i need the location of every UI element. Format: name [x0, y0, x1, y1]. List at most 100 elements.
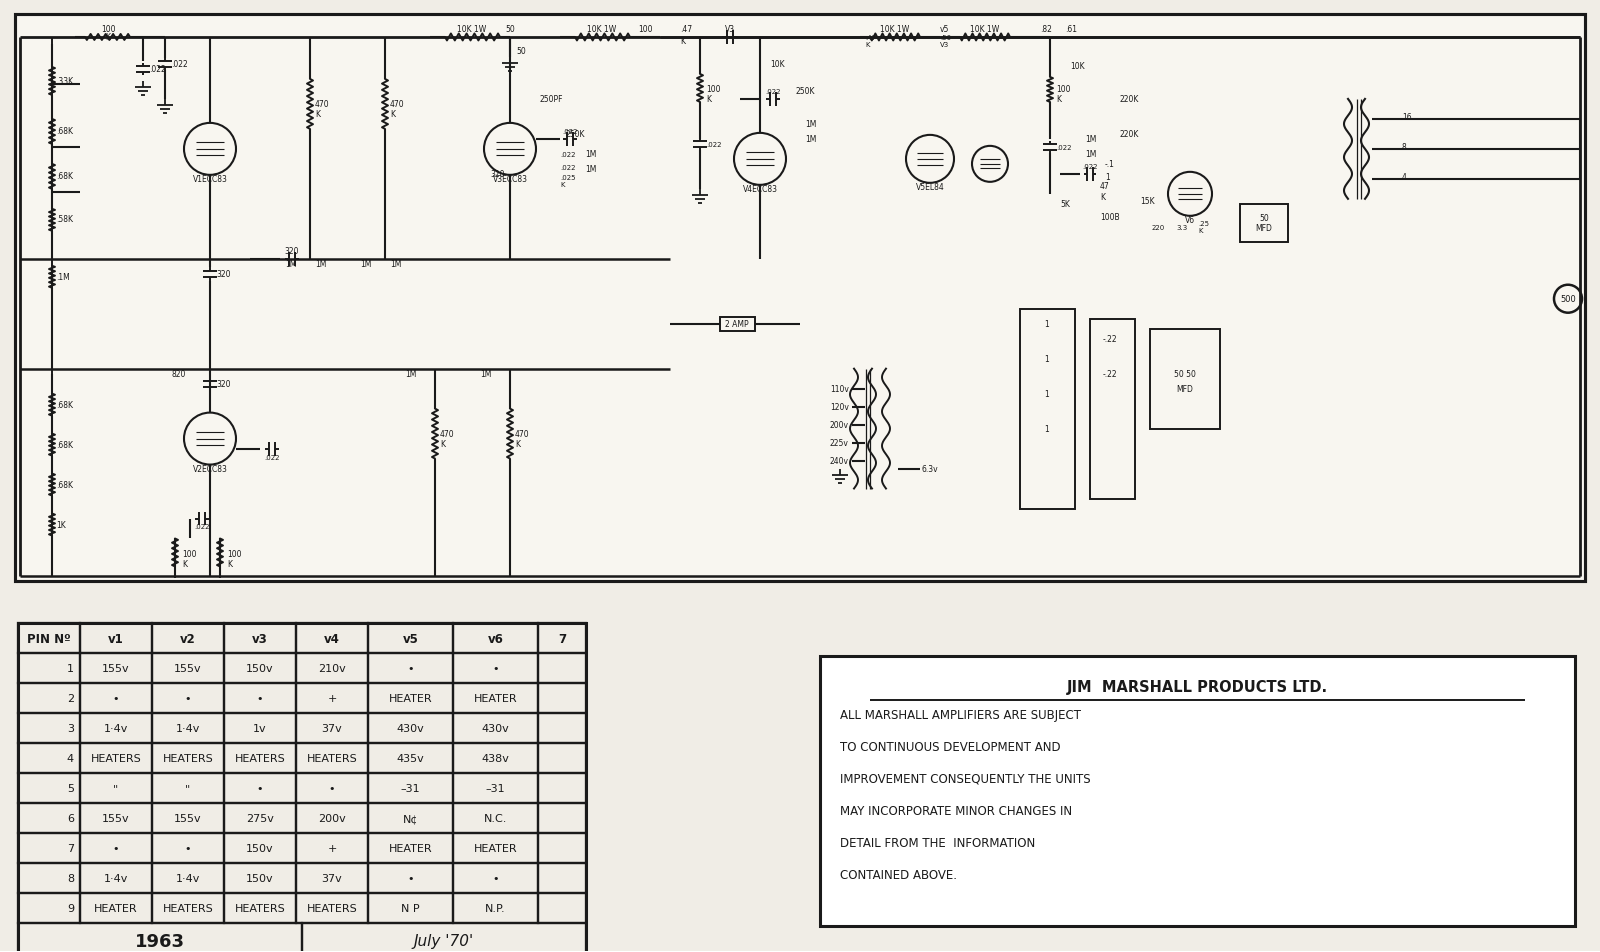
Text: 820: 820 [173, 369, 186, 379]
Text: 110v: 110v [830, 385, 850, 394]
Text: 1M: 1M [390, 260, 402, 269]
Bar [152, 654, 224, 684]
Text: .68K: .68K [56, 401, 74, 409]
Text: 220K: 220K [1120, 95, 1139, 105]
Text: .68K: .68K [56, 441, 74, 449]
Text: 1: 1 [1045, 355, 1050, 364]
Bar [224, 893, 296, 923]
Text: –31: –31 [400, 783, 421, 793]
Bar [18, 744, 80, 773]
Text: .022: .022 [194, 524, 210, 530]
Bar [453, 773, 538, 803]
Text: 37v: 37v [322, 724, 342, 734]
Bar [80, 624, 152, 654]
Bar [14, 15, 1586, 582]
Text: 1K: 1K [56, 521, 66, 529]
Bar [18, 684, 80, 714]
Bar [453, 863, 538, 893]
Text: 3.3: 3.3 [1176, 225, 1187, 230]
Text: 100: 100 [638, 26, 653, 34]
Bar [538, 893, 586, 923]
Text: .022: .022 [149, 66, 166, 74]
Text: 250K: 250K [565, 130, 584, 139]
Text: .022: .022 [562, 129, 578, 135]
Text: 4: 4 [1402, 173, 1406, 182]
Bar [453, 893, 538, 923]
Bar [538, 744, 586, 773]
Text: K: K [227, 560, 232, 568]
Text: 1: 1 [67, 664, 74, 674]
Bar [453, 833, 538, 863]
Text: 240v: 240v [830, 457, 850, 466]
Text: 10K 1W: 10K 1W [458, 26, 486, 34]
Text: 430v: 430v [397, 724, 424, 734]
Text: HEATER: HEATER [94, 903, 138, 913]
Text: .58K: .58K [56, 215, 74, 224]
Bar [80, 714, 152, 744]
Text: 150v: 150v [246, 664, 274, 674]
Text: •: • [408, 873, 414, 883]
Text: 100: 100 [101, 26, 115, 34]
Text: 1M: 1M [586, 165, 597, 174]
Text: 1: 1 [1045, 389, 1050, 399]
Text: 3: 3 [67, 724, 74, 734]
Bar [296, 744, 368, 773]
Bar [80, 833, 152, 863]
Bar [80, 744, 152, 773]
Bar [538, 624, 586, 654]
Text: July '70': July '70' [414, 933, 474, 948]
Text: HEATERS: HEATERS [91, 753, 141, 764]
Bar [18, 803, 80, 833]
Text: 155v: 155v [174, 664, 202, 674]
Text: v3: v3 [253, 632, 267, 645]
Text: 1M: 1M [1085, 150, 1096, 159]
Text: 1·4v: 1·4v [104, 724, 128, 734]
Bar [80, 773, 152, 803]
Text: 1v: 1v [253, 724, 267, 734]
Bar [18, 833, 80, 863]
Text: .25
K: .25 K [1198, 221, 1210, 234]
Text: MFD: MFD [1176, 385, 1194, 394]
Text: 16: 16 [1402, 113, 1411, 122]
Bar [368, 714, 453, 744]
Bar [152, 833, 224, 863]
Text: 320: 320 [285, 247, 299, 256]
Text: K: K [680, 37, 685, 47]
Text: 200v: 200v [318, 813, 346, 823]
Bar [152, 803, 224, 833]
Text: 470: 470 [515, 429, 530, 439]
Text: DETAIL FROM THE  INFORMATION: DETAIL FROM THE INFORMATION [840, 836, 1035, 849]
Text: 50 50: 50 50 [1174, 369, 1195, 379]
Text: JIM  MARSHALL PRODUCTS LTD.: JIM MARSHALL PRODUCTS LTD. [1067, 679, 1328, 694]
Text: K: K [515, 440, 520, 448]
Text: .82: .82 [1040, 26, 1051, 34]
Text: 1: 1 [1045, 320, 1050, 328]
Bar [1240, 205, 1288, 243]
Bar [1150, 329, 1221, 429]
Text: -.22: -.22 [1102, 335, 1117, 344]
Bar [368, 803, 453, 833]
Text: .1M: .1M [56, 273, 70, 282]
Text: 200v: 200v [830, 421, 850, 429]
Text: 320: 320 [216, 270, 230, 279]
Text: 1·4v: 1·4v [104, 873, 128, 883]
Bar [224, 863, 296, 893]
Text: •: • [184, 694, 192, 704]
Bar [296, 833, 368, 863]
Text: IMPROVEMENT CONSEQUENTLY THE UNITS: IMPROVEMENT CONSEQUENTLY THE UNITS [840, 772, 1091, 785]
Text: 120v: 120v [830, 403, 850, 411]
Text: 50: 50 [506, 26, 515, 34]
Bar [80, 684, 152, 714]
Bar [368, 893, 453, 923]
Text: +: + [328, 843, 336, 853]
Bar [18, 624, 586, 952]
Bar [538, 773, 586, 803]
Bar [224, 833, 296, 863]
Text: 10K 1W: 10K 1W [970, 26, 1000, 34]
Text: V1ECC83: V1ECC83 [192, 174, 227, 184]
Bar [453, 744, 538, 773]
Text: .022: .022 [560, 151, 576, 158]
Text: 1·4v: 1·4v [176, 873, 200, 883]
Text: .50
V3: .50 V3 [941, 35, 950, 49]
Text: 100: 100 [1056, 86, 1070, 94]
